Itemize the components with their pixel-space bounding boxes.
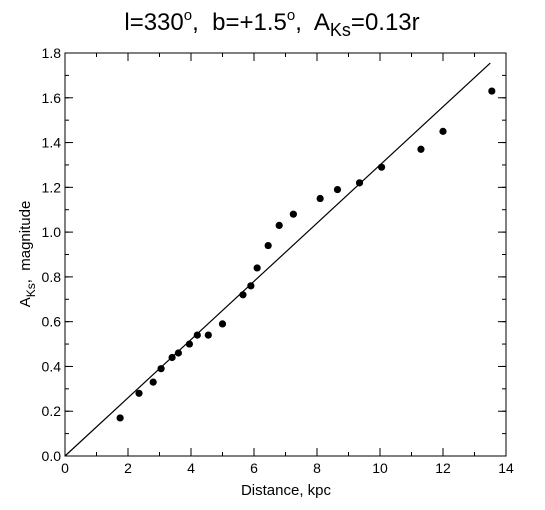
fit-line-group bbox=[64, 62, 491, 457]
data-point bbox=[488, 87, 496, 95]
data-points bbox=[116, 87, 496, 422]
x-tick-label: 6 bbox=[250, 460, 258, 476]
x-tick-label: 0 bbox=[61, 460, 69, 476]
title-a-value: =0.13r bbox=[351, 9, 420, 36]
y-label-rest: , magnitude bbox=[17, 201, 34, 284]
data-point bbox=[439, 127, 447, 135]
data-point bbox=[116, 414, 124, 422]
data-point bbox=[316, 194, 324, 203]
title-b-degree: o bbox=[287, 7, 295, 24]
y-tick-label: 0.0 bbox=[42, 448, 62, 464]
y-tick-label: 0.4 bbox=[42, 358, 62, 374]
x-tick-label: 12 bbox=[435, 460, 451, 476]
y-tick-label: 0.8 bbox=[42, 269, 62, 285]
data-point bbox=[289, 210, 297, 218]
fit-line bbox=[64, 62, 491, 457]
y-tick-label: 1.4 bbox=[42, 135, 62, 151]
title-l-degree: o bbox=[184, 7, 192, 24]
x-tick-label: 8 bbox=[313, 460, 321, 476]
y-tick-label: 0.2 bbox=[42, 403, 62, 419]
data-point bbox=[377, 163, 386, 171]
y-tick-label: 1.8 bbox=[42, 45, 62, 61]
title-a-sub: Ks bbox=[330, 20, 351, 40]
x-axis-ticks: 0 2 4 6 8 10 12 14 bbox=[61, 53, 514, 476]
x-tick-label: 14 bbox=[498, 460, 514, 476]
x-tick-label: 2 bbox=[124, 460, 132, 476]
y-label-sub: Ks bbox=[24, 283, 38, 297]
data-point bbox=[185, 340, 194, 348]
x-tick-label: 4 bbox=[187, 460, 195, 476]
data-point bbox=[149, 378, 157, 386]
data-point bbox=[275, 221, 283, 229]
y-axis-label: AKs, magnitude bbox=[17, 201, 38, 308]
y-tick-label: 1.0 bbox=[42, 224, 62, 240]
title-b-label: b=+1.5 bbox=[212, 9, 287, 36]
data-point bbox=[204, 331, 212, 339]
data-point bbox=[417, 145, 425, 153]
y-tick-label: 1.2 bbox=[42, 179, 62, 195]
data-point bbox=[157, 365, 165, 373]
y-label-main: A bbox=[17, 297, 34, 307]
y-axis-ticks: 0.0 0.2 0.4 0.6 0.8 1.0 1.2 1.4 1.6 1.8 bbox=[42, 45, 506, 464]
data-point bbox=[355, 179, 364, 187]
x-tick-label: 10 bbox=[372, 460, 388, 476]
title-a-main: A bbox=[314, 9, 330, 36]
x-axis-label: Distance, kpc bbox=[241, 482, 332, 499]
data-point bbox=[247, 282, 255, 290]
data-point bbox=[333, 185, 342, 194]
data-point bbox=[218, 320, 227, 328]
data-point bbox=[253, 264, 261, 272]
y-tick-label: 0.6 bbox=[42, 314, 62, 330]
chart-title: l=330o, b=+1.5o, AKs=0.13r bbox=[124, 7, 419, 40]
title-l-label: l=330 bbox=[124, 9, 183, 36]
data-point bbox=[168, 353, 176, 362]
data-point bbox=[135, 389, 143, 397]
y-tick-label: 1.6 bbox=[42, 90, 62, 106]
data-point bbox=[264, 241, 272, 250]
data-point bbox=[174, 349, 182, 357]
data-point bbox=[193, 331, 201, 339]
data-point bbox=[239, 291, 247, 299]
